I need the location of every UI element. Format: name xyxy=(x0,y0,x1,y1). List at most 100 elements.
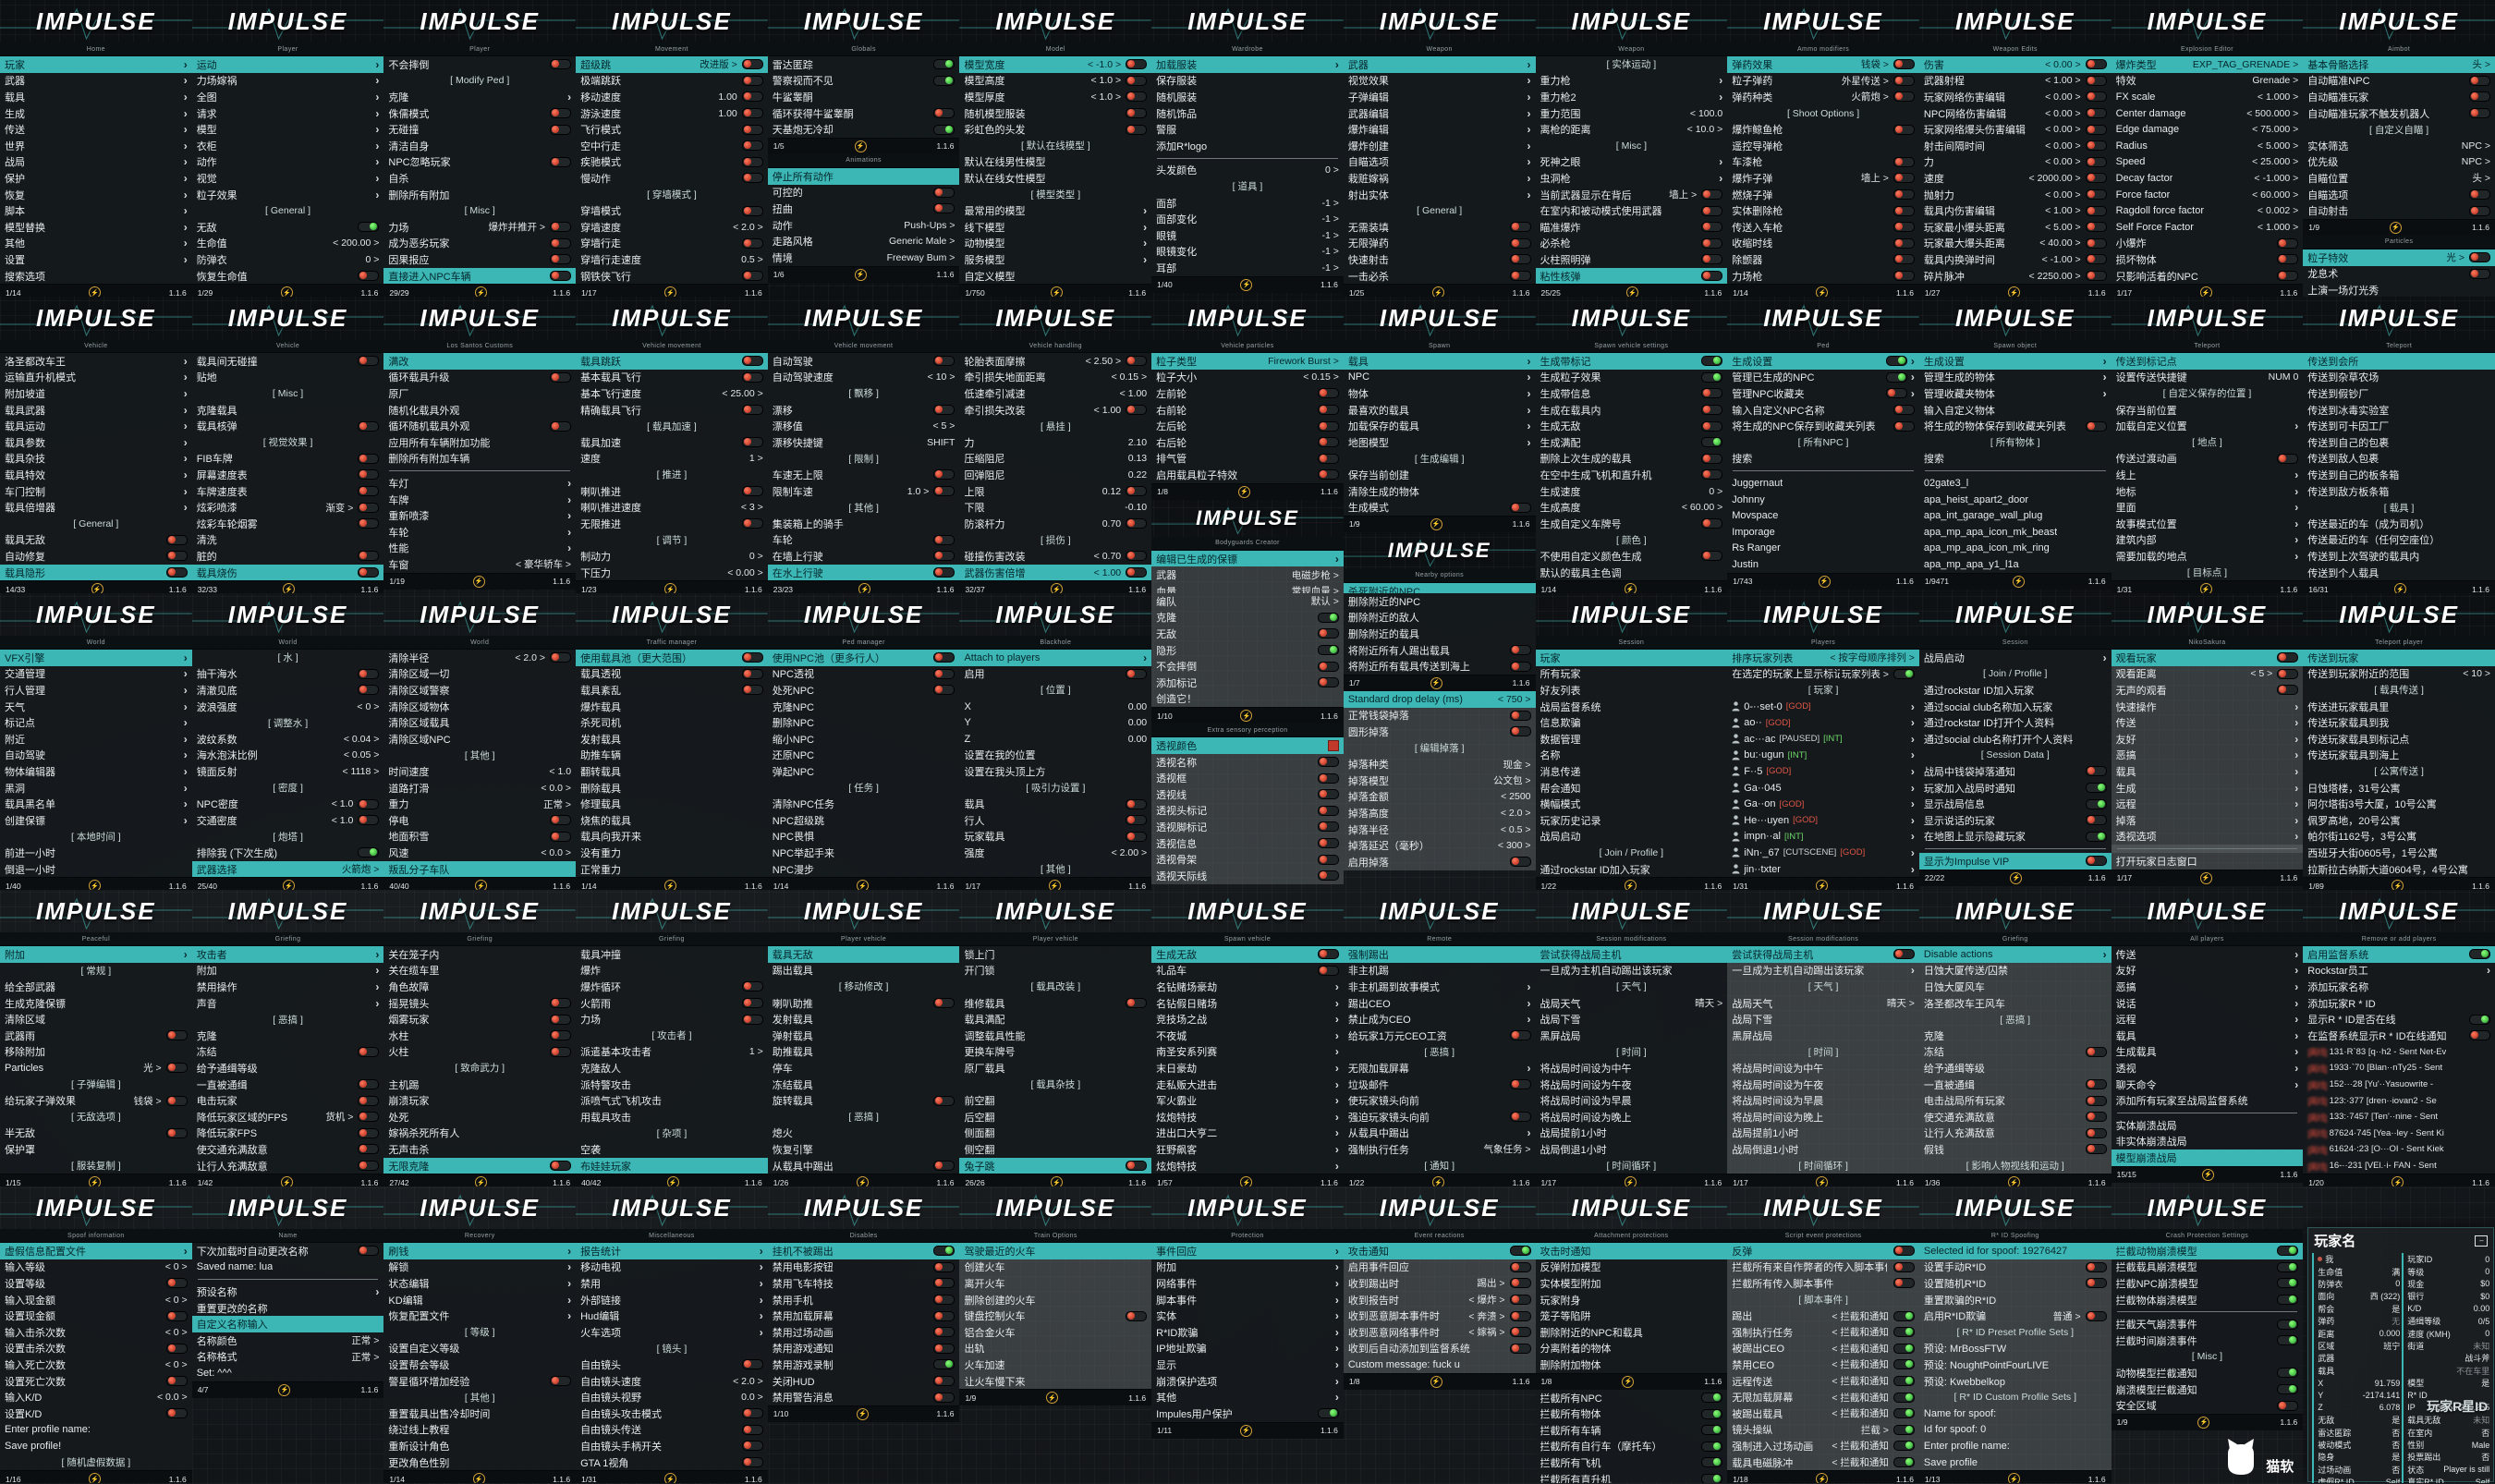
menu-item[interactable]: 显示说话的玩家 xyxy=(1919,812,2112,829)
toggle-on-icon[interactable] xyxy=(1701,437,1723,448)
toggle-off-icon[interactable] xyxy=(2277,254,2299,265)
menu-item[interactable]: 无限加载屏幕 < 拦截和通知 xyxy=(1727,1389,1919,1405)
menu-item[interactable]: 0-··set-0 [GOD] › xyxy=(1727,699,1919,715)
menu-item[interactable]: 掉落模型 公文包 > xyxy=(1344,772,1536,789)
toggle-off-icon[interactable] xyxy=(741,59,763,70)
menu-item[interactable]: NPC漫步 xyxy=(768,861,960,878)
menu-item[interactable]: 佩罗高地，20号公寓 xyxy=(2303,812,2495,829)
menu-item[interactable]: 传送到个人载具 xyxy=(2303,565,2495,581)
menu-item[interactable]: 侏儒模式 xyxy=(383,105,576,122)
toggle-off-icon[interactable] xyxy=(358,502,380,513)
menu-item[interactable]: 将附近所有载具传送到海上 xyxy=(1344,658,1536,675)
menu-item[interactable]: 派特警攻击 xyxy=(576,1077,768,1093)
menu-item[interactable]: 载具黑名单 › xyxy=(0,796,192,812)
menu-item[interactable]: 尝试获得战局主机 xyxy=(1535,946,1728,963)
menu-item[interactable]: 设置击杀次数 xyxy=(0,1341,192,1357)
menu-item[interactable]: apa_mp_apa_icon_mk_ring xyxy=(1919,541,2112,557)
menu-item[interactable]: Speed < 25.000 > xyxy=(2112,154,2304,171)
toggle-off-icon[interactable] xyxy=(1317,805,1339,816)
menu-item[interactable]: 快速射击 xyxy=(1344,251,1536,268)
menu-item[interactable]: 反弹附加模型 xyxy=(1536,1259,1728,1276)
toggle-off-icon[interactable] xyxy=(2085,856,2107,867)
menu-item[interactable]: 名称格式 正常 > xyxy=(192,1349,384,1366)
menu-item[interactable]: 传送到玩家附近的范围 < 10 > xyxy=(2303,666,2495,683)
menu-item[interactable]: 创造它！ xyxy=(1151,691,1344,708)
toggle-off-icon[interactable] xyxy=(550,254,572,265)
menu-item[interactable]: 调整载具性能 xyxy=(959,1028,1151,1044)
menu-item[interactable]: 无限加载屏幕 › xyxy=(1344,1060,1536,1077)
menu-item[interactable]: 警星循环增加经验 xyxy=(383,1373,576,1390)
menu-item[interactable]: 电击玩家 xyxy=(192,1092,384,1109)
toggle-off-icon[interactable] xyxy=(1509,1343,1531,1354)
menu-item[interactable]: 清洗 xyxy=(192,532,384,549)
toggle-off-icon[interactable] xyxy=(2468,268,2490,279)
toggle-on-icon[interactable] xyxy=(933,59,955,70)
toggle-on-icon[interactable] xyxy=(1893,1359,1915,1370)
menu-item[interactable]: 加载服装 › xyxy=(1151,56,1344,73)
toggle-off-icon[interactable] xyxy=(358,486,380,497)
menu-item[interactable]: 武器 › xyxy=(0,73,192,90)
menu-item[interactable]: 正常重力 xyxy=(576,861,768,878)
menu-item[interactable]: 车轮 xyxy=(768,532,960,549)
menu-item[interactable]: 拦截所有NPC xyxy=(1536,1390,1728,1406)
toggle-off-icon[interactable] xyxy=(165,1095,188,1106)
menu-item[interactable]: [离线] 133:·7457 [Ten'··nine - Sent xyxy=(2303,1109,2495,1125)
menu-item[interactable]: 倒退一小时 xyxy=(0,861,192,878)
menu-item[interactable]: 掉落延迟（毫秒） < 300 > xyxy=(1344,837,1536,854)
menu-item[interactable]: 力场嫁祸 › xyxy=(192,73,384,90)
toggle-off-icon[interactable] xyxy=(550,237,572,249)
toggle-off-icon[interactable] xyxy=(358,668,380,679)
toggle-off-icon[interactable] xyxy=(1126,1310,1148,1321)
toggle-off-icon[interactable] xyxy=(741,124,763,135)
toggle-off-icon[interactable] xyxy=(2085,1144,2107,1155)
menu-item[interactable]: 无限克隆 xyxy=(383,1157,577,1174)
menu-item[interactable]: 风速 < 0.0 > xyxy=(383,845,576,861)
menu-item[interactable]: 情境 Freeway Bum > xyxy=(768,249,960,266)
menu-item[interactable]: 排除我 (下次生成) xyxy=(192,845,384,861)
toggle-on-icon[interactable] xyxy=(2277,1246,2299,1257)
menu-item[interactable]: 只影响活着的NPC xyxy=(2112,268,2304,285)
menu-item[interactable]: 载具间无碰撞 xyxy=(192,353,384,370)
menu-item[interactable]: 走路风格 Generic Male > xyxy=(768,233,960,249)
menu-item[interactable]: 雷达匿踪 xyxy=(768,56,960,73)
menu-item[interactable]: Save profile! xyxy=(0,1438,192,1454)
menu-item[interactable]: 载具满配 xyxy=(959,1011,1151,1028)
menu-item[interactable]: [离线] 152···28 [Yu'··Yasuowrite - xyxy=(2303,1077,2495,1093)
menu-item[interactable]: 循环获得牛鲨睾酮 xyxy=(768,105,960,122)
toggle-off-icon[interactable] xyxy=(741,981,763,992)
menu-item[interactable]: 行人管理 › xyxy=(0,682,192,699)
menu-item[interactable]: 拉斯拉古纳斯大道0604号，4号公寓 xyxy=(2303,861,2495,878)
menu-item[interactable]: 收到踢出时 踢出 > xyxy=(1344,1275,1536,1292)
toggle-off-icon[interactable] xyxy=(741,75,763,86)
menu-item[interactable]: 玩家 › xyxy=(0,56,192,73)
menu-item[interactable]: 分离附着的物体 xyxy=(1536,1341,1728,1357)
menu-item[interactable]: 传送玩家载具到标记点 xyxy=(2303,731,2495,748)
toggle-on-icon[interactable] xyxy=(933,1246,955,1257)
menu-item[interactable]: 死神之眼 › xyxy=(1536,154,1728,171)
toggle-off-icon[interactable] xyxy=(1509,1112,1531,1123)
menu-item[interactable]: 上演一场灯光秀 xyxy=(2303,282,2495,297)
menu-item[interactable]: [离线] 1933·`70 [Blan··nTy25 - Sent xyxy=(2303,1060,2495,1077)
menu-item[interactable]: 透视线 xyxy=(1151,786,1344,803)
toggle-off-icon[interactable] xyxy=(1509,222,1531,233)
menu-item[interactable]: 加载保存的载具 › xyxy=(1344,418,1536,434)
toggle-off-icon[interactable] xyxy=(358,1161,380,1172)
menu-item[interactable]: 武器 › xyxy=(1343,56,1536,73)
menu-item[interactable]: 拦截所有直升机 xyxy=(1536,1471,1728,1483)
menu-item[interactable]: NPC密度 < 1.0 xyxy=(192,796,384,812)
menu-item[interactable]: 不使用自定义颜色生成 xyxy=(1536,548,1728,565)
menu-item[interactable]: 下限 -0.10 xyxy=(959,499,1151,516)
menu-item[interactable]: 禁用操作 › xyxy=(192,979,384,995)
menu-item[interactable]: 排序玩家列表 < 按字母顺序排列 > xyxy=(1727,650,1919,666)
toggle-off-icon[interactable] xyxy=(1701,271,1723,282)
menu-item[interactable]: 通过social club名称打开个人资料 xyxy=(1919,731,2112,748)
menu-item[interactable]: 伤害 < 0.00 > xyxy=(1918,56,2112,73)
menu-item[interactable]: 添加所有玩家至战局监督系统 xyxy=(2112,1092,2304,1109)
menu-item[interactable]: GTA 1视角 xyxy=(576,1454,768,1471)
menu-item[interactable]: 传送到假钞厂 xyxy=(2303,385,2495,402)
menu-item[interactable]: 喇叭推进速度 < 3 > xyxy=(576,499,768,516)
menu-item[interactable]: 保存服装 xyxy=(1151,73,1344,90)
toggle-off-icon[interactable] xyxy=(1701,453,1723,464)
toggle-on-icon[interactable] xyxy=(2277,1278,2299,1289)
menu-item[interactable]: 精确载具飞行 xyxy=(576,402,768,419)
